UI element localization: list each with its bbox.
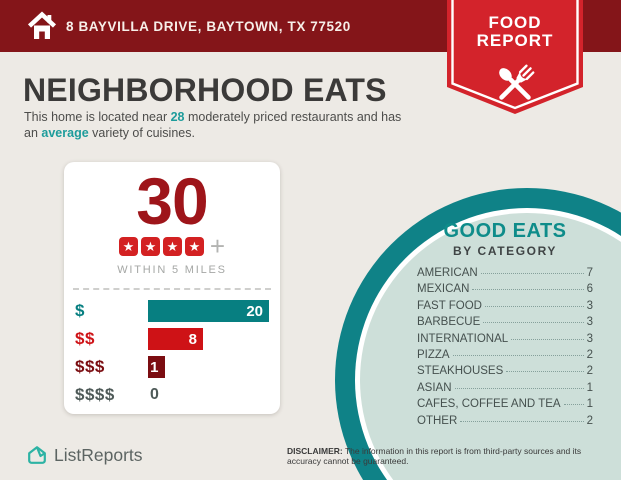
dotted-leader (452, 354, 584, 356)
price-tier-label: $$ (75, 329, 95, 348)
category-label: BARBECUE (417, 316, 481, 329)
category-row: INTERNATIONAL 3 (417, 333, 593, 349)
category-value: 1 (586, 398, 593, 411)
listreports-house-icon (26, 444, 48, 466)
category-label: OTHER (417, 414, 458, 427)
category-label: AMERICAN (417, 267, 478, 279)
utensils-icon (499, 64, 535, 100)
category-value: 3 (586, 316, 593, 329)
brand-name: ListReports (54, 444, 143, 465)
category-row: CAFES, COFFEE AND TEA 1 (417, 398, 593, 414)
bar-track: 20 (148, 300, 269, 322)
dotted-leader (484, 305, 584, 307)
radius-label: WITHIN 5 MILES (117, 264, 227, 276)
bar: 8 (148, 328, 203, 350)
page-title: NEIGHBORHOOD EATS (23, 72, 387, 108)
bar: 1 (148, 356, 165, 378)
category-label: PIZZA (417, 348, 450, 361)
star-icon: ★ (162, 236, 182, 256)
dotted-leader (460, 420, 584, 422)
category-row: FAST FOOD 3 (417, 300, 593, 316)
star-icon: ★ (118, 236, 138, 256)
food-report-ribbon: FOOD REPORT (447, 0, 583, 118)
dotted-leader (511, 338, 584, 340)
disclaimer: DISCLAIMER: The information in this repo… (287, 446, 614, 466)
category-value: 2 (586, 365, 593, 378)
category-row: PIZZA 2 (417, 349, 593, 365)
dotted-leader (483, 322, 584, 324)
category-row: OTHER 2 (417, 415, 593, 431)
bar-value-zero: 0 (150, 386, 159, 403)
dotted-leader (563, 404, 584, 406)
dotted-leader (480, 273, 584, 274)
bar: 20 (148, 300, 269, 322)
star-plus-icon: + (209, 230, 226, 261)
category-value: 1 (586, 381, 593, 394)
bar-track: 8 (148, 328, 269, 350)
star-icon: ★ (140, 236, 160, 256)
category-value: 3 (586, 332, 593, 345)
dotted-leader (472, 289, 584, 291)
category-row: BARBECUE 3 (417, 316, 593, 332)
category-row: STEAKHOUSES 2 (417, 365, 593, 381)
bar-track: 0 (148, 384, 269, 406)
category-list: AMERICAN 7 MEXICAN 6 FAST FOOD 3 BARBECUE 3 INTE… (417, 267, 593, 431)
home-icon (27, 10, 57, 42)
category-row: MEXICAN 6 (417, 283, 593, 299)
ribbon-line2: REPORT (476, 31, 554, 50)
card-divider (73, 288, 271, 290)
price-tier-label: $$$$ (75, 385, 115, 404)
dotted-leader (506, 371, 584, 373)
good-eats-subtitle: BY CATEGORY (452, 244, 558, 258)
listreports-logo: ListReports (26, 444, 143, 466)
price-row: $20 (75, 300, 269, 322)
dotted-leader (454, 387, 584, 389)
price-row: $$$$ 0 (75, 384, 269, 406)
category-value: 2 (586, 348, 593, 361)
good-eats-panel: GOOD EATS BY CATEGORY AMERICAN 7 MEXICAN 6 F… (417, 220, 593, 431)
ribbon-text: FOOD REPORT (447, 14, 583, 50)
category-value: 2 (586, 414, 593, 427)
category-label: ASIAN (417, 381, 452, 394)
subtitle: This home is located near 28 moderately … (24, 110, 416, 141)
price-tier-label: $$$ (75, 357, 105, 376)
restaurant-count: 30 (136, 164, 208, 238)
ribbon-line1: FOOD (488, 13, 542, 32)
price-row: $$$ 1 (75, 356, 269, 378)
restaurant-summary-card: 30 ★ ★ ★ ★ + WITHIN 5 MILES $20 $$ 8 $$$ 1 $$$$ 0 (64, 162, 280, 414)
disclaimer-label: DISCLAIMER: (287, 446, 343, 456)
subtitle-text: This home is located near (24, 110, 171, 124)
bar-track: 1 (148, 356, 269, 378)
price-tier-bar-chart: $20 $$ 8 $$$ 1 $$$$ 0 (64, 300, 280, 406)
star-icon: ★ (184, 236, 204, 256)
category-row: ASIAN 1 (417, 382, 593, 398)
disclaimer-text: The information in this report is from t… (287, 446, 582, 466)
category-label: MEXICAN (417, 283, 470, 296)
subtitle-highlight: 28 (170, 110, 185, 124)
property-address: 8 BAYVILLA DRIVE, BAYTOWN, TX 77520 (66, 18, 351, 34)
category-row: AMERICAN 7 (417, 267, 593, 283)
star-rating: ★ ★ ★ ★ + (64, 230, 280, 261)
category-label: FAST FOOD (417, 299, 482, 312)
subtitle-text: variety of cuisines. (88, 125, 195, 140)
category-value: 6 (586, 283, 593, 296)
price-tier-label: $ (75, 301, 85, 320)
category-label: STEAKHOUSES (417, 365, 504, 378)
price-row: $$ 8 (75, 328, 269, 350)
category-label: INTERNATIONAL (417, 332, 509, 345)
category-value: 3 (586, 299, 593, 312)
category-label: CAFES, COFFEE AND TEA (417, 398, 561, 411)
subtitle-highlight: average (41, 125, 89, 140)
category-value: 7 (586, 267, 593, 279)
good-eats-title: GOOD EATS (443, 220, 567, 242)
subtitle-text: moderately priced restaurants and has an (24, 110, 402, 140)
